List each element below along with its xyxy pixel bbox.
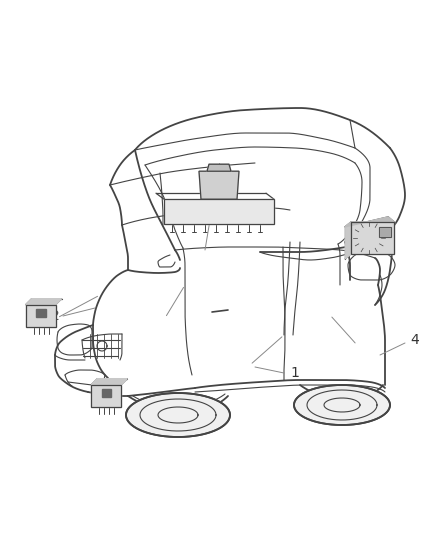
Polygon shape bbox=[345, 222, 351, 259]
Polygon shape bbox=[353, 222, 385, 254]
Polygon shape bbox=[379, 227, 391, 237]
Polygon shape bbox=[294, 385, 390, 425]
Polygon shape bbox=[25, 298, 62, 305]
Polygon shape bbox=[207, 164, 231, 171]
Text: 4: 4 bbox=[410, 333, 419, 347]
Polygon shape bbox=[199, 171, 239, 199]
Polygon shape bbox=[91, 378, 127, 385]
Text: 1: 1 bbox=[290, 366, 299, 380]
Polygon shape bbox=[345, 217, 394, 227]
Polygon shape bbox=[35, 309, 46, 317]
Text: 2: 2 bbox=[51, 309, 60, 323]
Polygon shape bbox=[25, 305, 56, 327]
Polygon shape bbox=[126, 393, 230, 437]
Polygon shape bbox=[164, 199, 274, 224]
Polygon shape bbox=[351, 222, 394, 254]
Text: 3: 3 bbox=[211, 173, 219, 187]
Polygon shape bbox=[102, 389, 111, 397]
Polygon shape bbox=[91, 385, 121, 407]
